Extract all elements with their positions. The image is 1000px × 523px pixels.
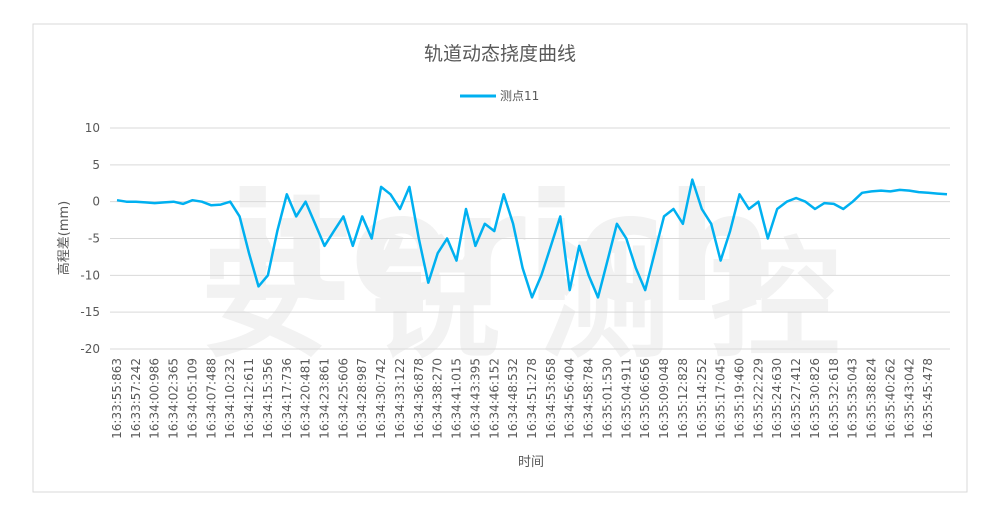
x-tick-label: 16:34:10:232 — [223, 358, 237, 439]
x-tick-label: 16:35:38:824 — [865, 358, 879, 439]
x-tick-label: 16:35:43:042 — [902, 358, 916, 439]
x-tick-label: 16:35:14:252 — [695, 358, 709, 439]
x-tick-label: 16:35:32:618 — [827, 358, 841, 439]
legend-label: 测点11 — [500, 89, 539, 103]
y-tick-label: 0 — [92, 195, 100, 209]
x-tick-label: 16:34:53:658 — [544, 358, 558, 439]
x-tick-label: 16:34:36:878 — [412, 358, 426, 439]
x-tick-label: 16:34:07:488 — [204, 358, 218, 439]
x-tick-label: 16:35:19:460 — [733, 358, 747, 439]
x-tick-label: 16:35:30:826 — [808, 358, 822, 439]
x-tick-label: 16:34:41:015 — [450, 358, 464, 439]
x-tick-label: 16:34:28:987 — [355, 358, 369, 439]
x-tick-label: 16:34:17:736 — [280, 358, 294, 439]
x-tick-label: 16:33:55:863 — [110, 358, 124, 439]
x-tick-label: 16:35:04:911 — [619, 358, 633, 439]
y-tick-label: 10 — [85, 121, 100, 135]
y-tick-label: -5 — [88, 232, 100, 246]
y-tick-label: -15 — [80, 305, 100, 319]
x-tick-label: 16:34:38:270 — [431, 358, 445, 439]
x-tick-label: 16:34:33:122 — [393, 358, 407, 439]
x-tick-label: 16:35:45:478 — [921, 358, 935, 439]
x-tick-label: 16:35:35:043 — [846, 358, 860, 439]
watermark: iterich — [227, 162, 773, 336]
x-tick-label: 16:34:23:861 — [318, 358, 332, 439]
chart-frame — [32, 23, 968, 493]
watermark: 安锐测控 — [200, 224, 880, 376]
x-tick-label: 16:34:56:404 — [563, 358, 577, 439]
x-tick-label: 16:35:01:530 — [600, 358, 614, 439]
data-line — [116, 178, 948, 299]
chart-title: 轨道动态挠度曲线 — [424, 43, 576, 65]
x-tick-label: 16:34:58:784 — [582, 358, 596, 439]
y-tick-label: -20 — [80, 342, 100, 356]
x-tick-label: 16:33:57:242 — [129, 358, 143, 439]
x-tick-label: 16:35:22:229 — [751, 358, 765, 439]
x-tick-label: 16:34:20:481 — [299, 358, 313, 439]
x-tick-label: 16:34:46:152 — [487, 358, 501, 439]
x-tick-label: 16:34:00:986 — [148, 358, 162, 439]
x-tick-label: 16:34:51:278 — [525, 358, 539, 439]
x-tick-label: 16:35:12:828 — [676, 358, 690, 439]
x-tick-label: 16:35:17:045 — [714, 358, 728, 439]
y-axis-label: 高程差(mm) — [56, 201, 72, 275]
x-tick-label: 16:35:27:412 — [789, 358, 803, 439]
x-tick-label: 16:35:40:262 — [883, 358, 897, 439]
x-axis-label: 时间 — [518, 455, 544, 470]
x-tick-label: 16:34:30:742 — [374, 358, 388, 439]
x-tick-label: 16:34:12:611 — [242, 358, 256, 439]
x-tick-label: 16:35:06:656 — [638, 358, 652, 439]
y-tick-label: 5 — [92, 158, 100, 172]
x-tick-label: 16:34:48:532 — [506, 358, 520, 439]
x-tick-label: 16:34:02:365 — [167, 358, 181, 439]
y-tick-label: -10 — [80, 268, 100, 282]
x-tick-label: 16:34:15:356 — [261, 358, 275, 439]
x-tick-label: 16:35:09:048 — [657, 358, 671, 439]
x-tick-label: 16:34:25:606 — [336, 358, 350, 439]
x-tick-label: 16:34:05:109 — [185, 358, 199, 439]
x-tick-label: 16:35:24:630 — [770, 358, 784, 439]
x-tick-label: 16:34:43:395 — [468, 358, 482, 439]
